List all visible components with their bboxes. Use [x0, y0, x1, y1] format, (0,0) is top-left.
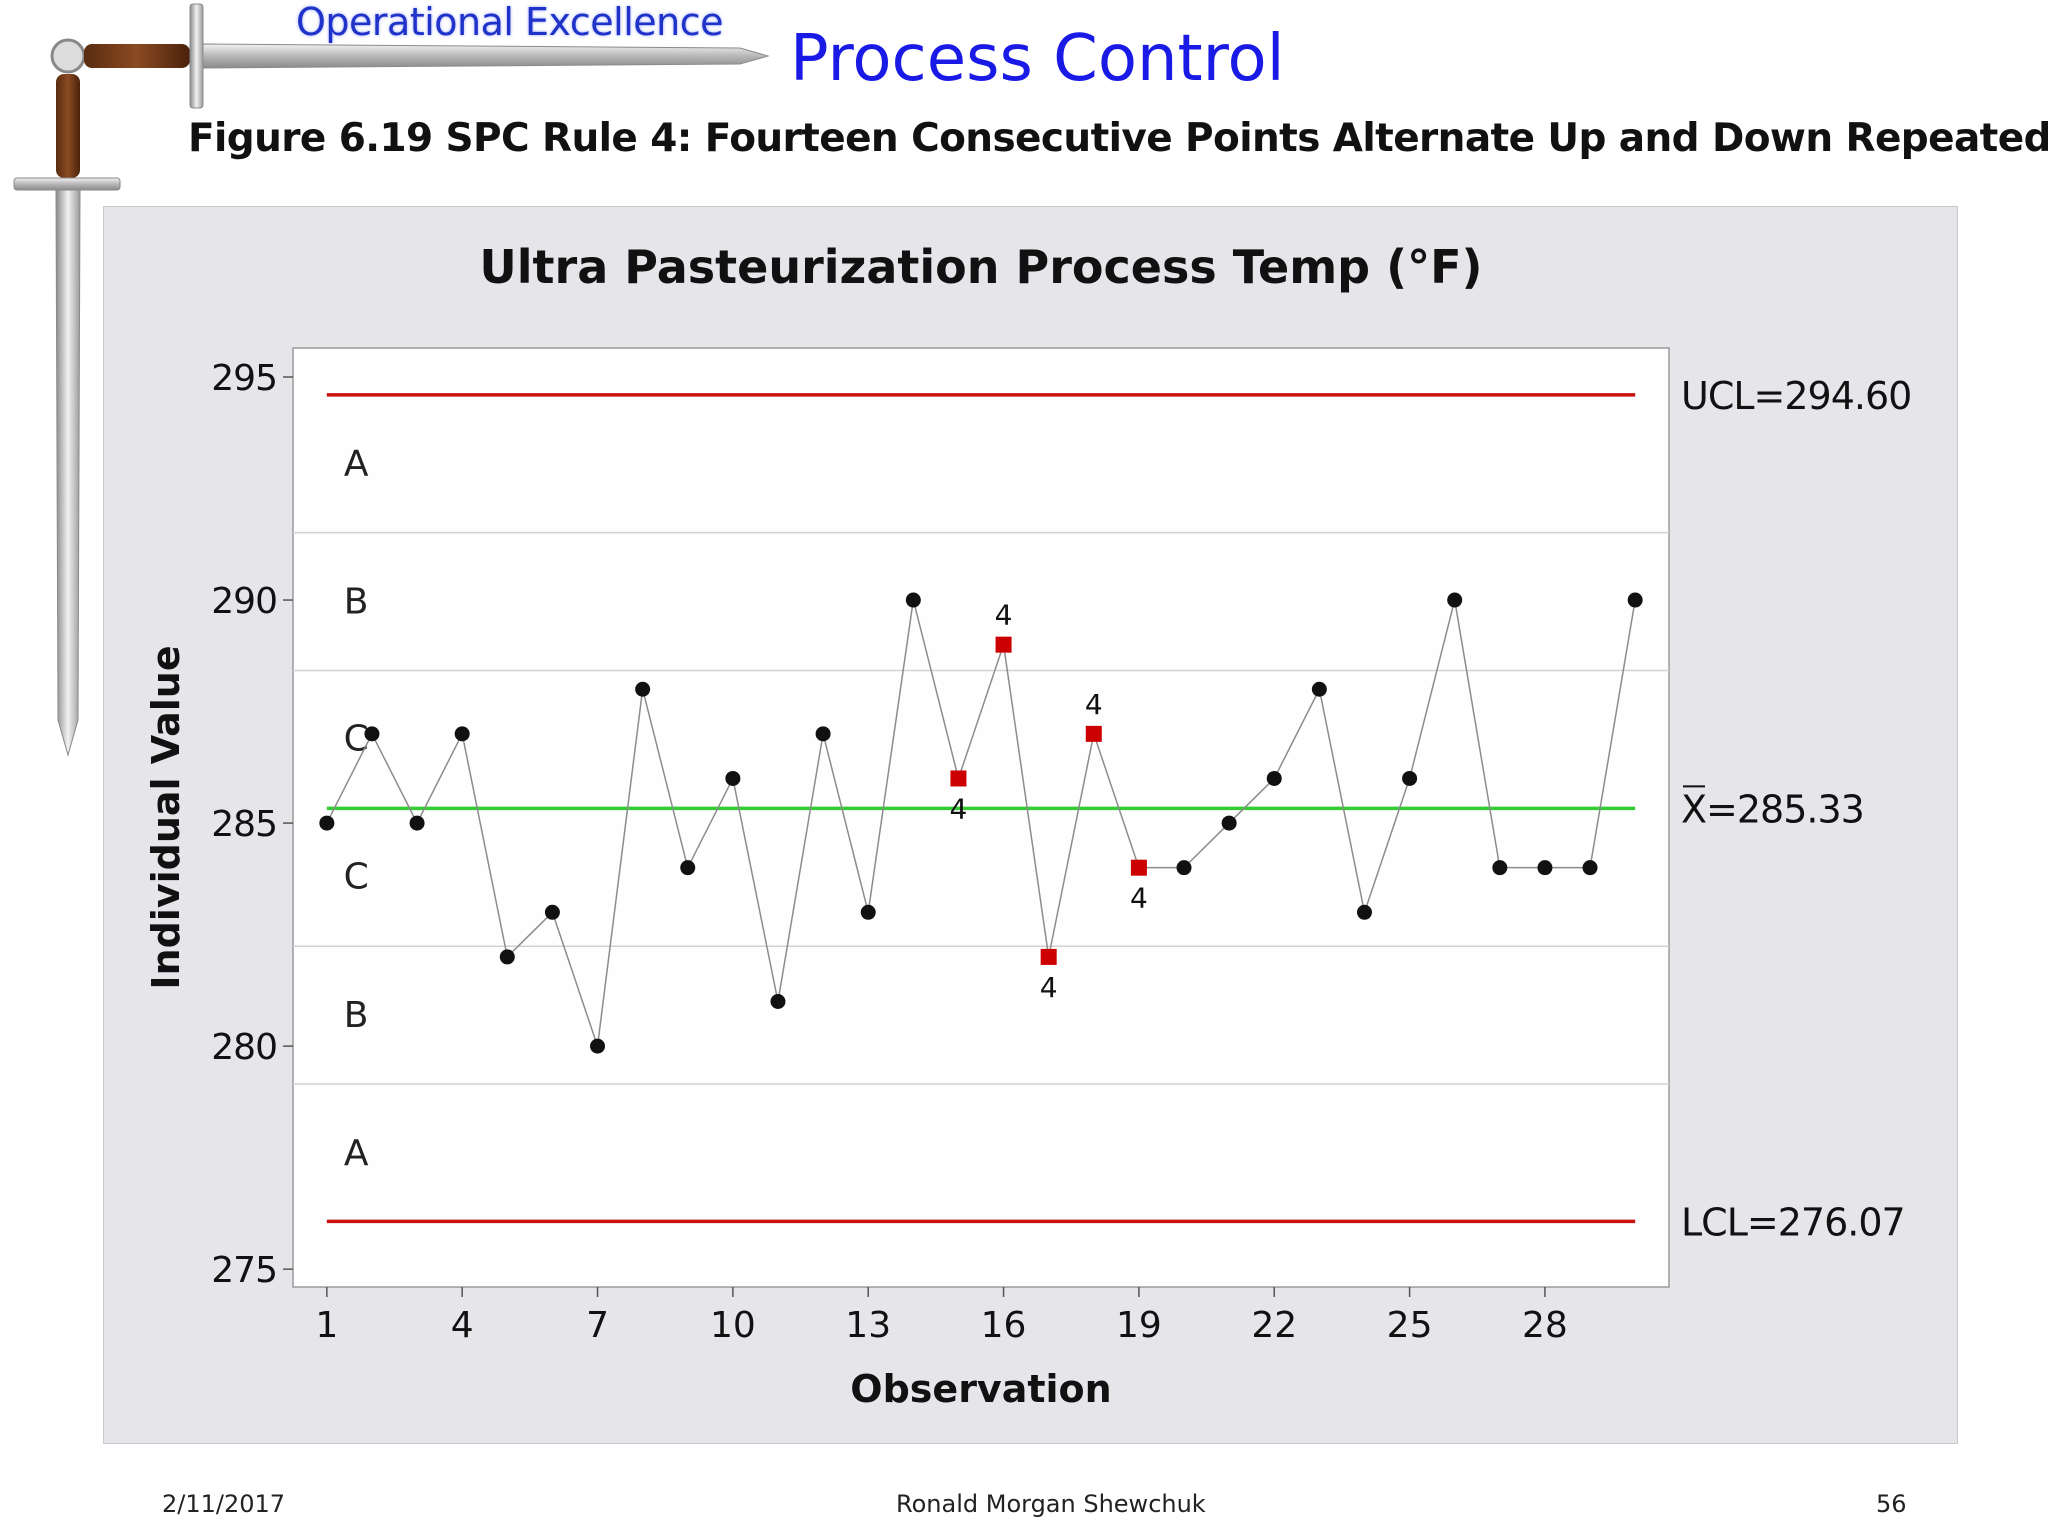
flagged-point: [1085, 725, 1102, 742]
x-tick-label: 22: [1251, 1305, 1297, 1346]
zone-label: A: [344, 444, 369, 485]
x-tick-label: 25: [1387, 1305, 1433, 1346]
x-axis-label: Observation: [850, 1367, 1111, 1411]
data-point: [544, 904, 560, 920]
data-point: [590, 1038, 606, 1054]
x-tick-label: 28: [1522, 1305, 1568, 1346]
y-tick-label: 275: [211, 1250, 277, 1291]
flagged-point: [950, 770, 967, 787]
center-label: X=285.33: [1681, 787, 1864, 831]
flag-label: 4: [1040, 971, 1058, 1004]
data-point: [409, 815, 425, 831]
data-point: [1176, 860, 1192, 876]
data-point: [770, 994, 786, 1010]
data-point: [680, 860, 696, 876]
series-line: [326, 599, 1636, 1047]
footer-page-number: 56: [1876, 1490, 1907, 1518]
x-tick-label: 19: [1116, 1305, 1162, 1346]
data-point: [725, 770, 741, 786]
data-point: [1311, 681, 1327, 697]
zone-label: A: [344, 1133, 369, 1174]
chart-panel: Ultra Pasteurization Process Temp (°F) A B…: [103, 206, 1958, 1444]
data-point: [499, 949, 515, 965]
flag-label: 4: [1130, 882, 1148, 915]
data-point: [860, 904, 876, 920]
data-point: [1402, 770, 1418, 786]
data-point: [635, 681, 651, 697]
x-tick-label: 13: [845, 1305, 891, 1346]
x-tick-label: 4: [451, 1305, 474, 1346]
chart-title: Ultra Pasteurization Process Temp (°F): [479, 240, 1482, 294]
data-point: [454, 726, 470, 742]
x-tick-label: 10: [710, 1305, 756, 1346]
sword-icon: [13, 3, 770, 757]
data-point: [1537, 860, 1553, 876]
ucl-label: UCL=294.60: [1681, 374, 1911, 418]
zone-label: C: [344, 718, 369, 759]
y-tick-label: 290: [211, 581, 277, 622]
x-tick-label: 7: [586, 1305, 609, 1346]
x-tick-label: 1: [315, 1305, 338, 1346]
flagged-point: [995, 636, 1012, 653]
x-tick-label: 16: [981, 1305, 1027, 1346]
flagged-point: [1040, 948, 1057, 965]
zone-label: B: [344, 995, 369, 1036]
footer-author: Ronald Morgan Shewchuk: [896, 1490, 1206, 1518]
data-point: [1582, 860, 1598, 876]
zone-label: C: [344, 857, 369, 898]
plot-area: [292, 347, 1670, 1288]
data-point: [815, 726, 831, 742]
zone-label: B: [344, 581, 369, 622]
data-point: [1447, 592, 1463, 608]
data-point: [1492, 860, 1508, 876]
figure-caption: Figure 6.19 SPC Rule 4: Fourteen Consecu…: [188, 116, 2048, 161]
data-point: [1221, 815, 1237, 831]
control-chart: Ultra Pasteurization Process Temp (°F) A B…: [144, 240, 1912, 1411]
data-point: [364, 726, 380, 742]
footer-date: 2/11/2017: [162, 1490, 286, 1518]
data-point: [1266, 770, 1282, 786]
y-tick-label: 285: [211, 804, 277, 845]
y-tick-label: 295: [211, 358, 277, 399]
flag-label: 4: [950, 792, 968, 825]
data-point: [905, 592, 921, 608]
y-axis-label: Individual Value: [144, 645, 188, 989]
flag-label: 4: [995, 599, 1013, 632]
brand-text: Operational Excellence: [296, 0, 723, 44]
flagged-point: [1130, 859, 1147, 876]
lcl-label: LCL=276.07: [1681, 1200, 1905, 1244]
data-point: [319, 815, 335, 831]
slide-title: Process Control: [790, 22, 1285, 96]
data-point: [1627, 592, 1643, 608]
flag-label: 4: [1085, 688, 1103, 721]
y-tick-label: 280: [211, 1027, 277, 1068]
data-point: [1356, 904, 1372, 920]
